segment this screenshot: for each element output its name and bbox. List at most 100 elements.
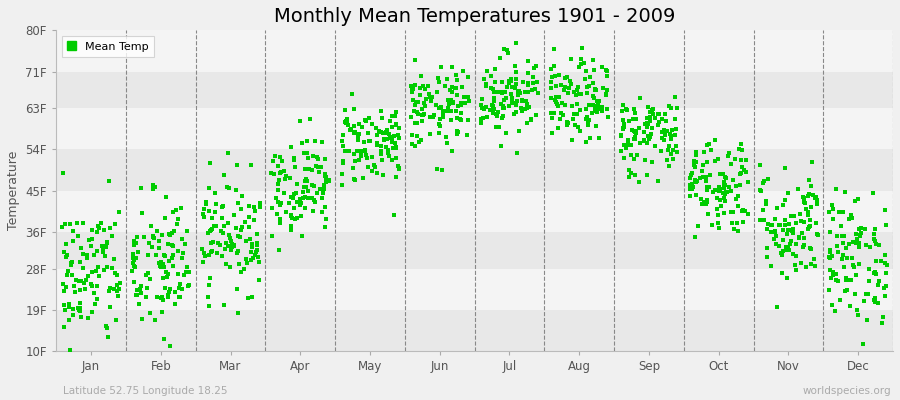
Point bbox=[139, 294, 153, 301]
Point bbox=[392, 166, 406, 172]
Point bbox=[662, 103, 677, 110]
Point bbox=[786, 251, 800, 258]
Point bbox=[620, 107, 634, 114]
Point bbox=[318, 204, 332, 210]
Point bbox=[573, 107, 588, 113]
Point bbox=[160, 274, 175, 281]
Point bbox=[705, 222, 719, 228]
Point bbox=[85, 269, 99, 275]
Point bbox=[434, 104, 448, 110]
Point bbox=[804, 204, 818, 210]
Point bbox=[389, 174, 403, 180]
Point bbox=[76, 265, 90, 272]
Point bbox=[99, 244, 113, 251]
Point bbox=[215, 203, 230, 210]
Point bbox=[176, 250, 190, 257]
Point bbox=[707, 158, 722, 165]
Point bbox=[219, 261, 233, 268]
Point bbox=[570, 87, 584, 93]
Point bbox=[698, 178, 713, 184]
Point bbox=[357, 139, 372, 145]
Point bbox=[588, 102, 602, 109]
Point bbox=[436, 108, 450, 114]
Point bbox=[688, 179, 703, 185]
Point bbox=[180, 264, 194, 271]
Point bbox=[244, 248, 258, 255]
Point bbox=[359, 152, 374, 158]
Point bbox=[227, 212, 241, 218]
Point bbox=[599, 68, 614, 74]
Point bbox=[842, 216, 856, 222]
Point bbox=[377, 136, 392, 142]
Point bbox=[717, 184, 732, 191]
Point bbox=[769, 240, 783, 247]
Point bbox=[129, 292, 143, 298]
Point bbox=[586, 93, 600, 99]
Point bbox=[839, 245, 853, 251]
Point bbox=[840, 275, 854, 282]
Point bbox=[424, 98, 438, 104]
Point bbox=[304, 194, 319, 201]
Point bbox=[768, 216, 782, 222]
Point bbox=[301, 187, 315, 194]
Point bbox=[547, 46, 562, 52]
Point bbox=[856, 341, 870, 348]
Point bbox=[346, 176, 361, 182]
Point bbox=[230, 200, 245, 206]
Point bbox=[520, 101, 535, 107]
Point bbox=[702, 184, 716, 190]
Point bbox=[381, 135, 395, 142]
Point bbox=[79, 252, 94, 258]
Point bbox=[496, 113, 510, 120]
Point bbox=[735, 206, 750, 213]
Point bbox=[719, 189, 733, 195]
Point bbox=[230, 286, 245, 292]
Point bbox=[97, 253, 112, 260]
Point bbox=[131, 301, 146, 307]
Point bbox=[760, 254, 774, 260]
Point bbox=[694, 196, 708, 202]
Point bbox=[663, 104, 678, 111]
Bar bbox=[56, 191, 893, 232]
Point bbox=[336, 142, 350, 149]
Point bbox=[786, 227, 800, 233]
Point bbox=[278, 208, 293, 215]
Point bbox=[389, 109, 403, 115]
Point bbox=[837, 233, 851, 239]
Point bbox=[840, 287, 854, 293]
Point bbox=[849, 240, 863, 246]
Point bbox=[782, 247, 796, 254]
Point bbox=[166, 209, 181, 215]
Point bbox=[657, 126, 671, 133]
Point bbox=[437, 83, 452, 89]
Point bbox=[521, 80, 535, 86]
Point bbox=[720, 153, 734, 160]
Point bbox=[444, 108, 458, 114]
Point bbox=[102, 178, 116, 184]
Point bbox=[654, 148, 669, 154]
Point bbox=[409, 99, 423, 105]
Point bbox=[157, 336, 171, 342]
Point bbox=[526, 79, 540, 86]
Point bbox=[716, 190, 730, 196]
Point bbox=[169, 220, 184, 227]
Point bbox=[830, 243, 844, 250]
Point bbox=[507, 111, 521, 117]
Point bbox=[58, 240, 73, 247]
Point bbox=[498, 89, 512, 96]
Point bbox=[450, 128, 464, 135]
Point bbox=[529, 63, 544, 70]
Point bbox=[87, 300, 102, 307]
Point bbox=[708, 187, 723, 194]
Point bbox=[641, 121, 655, 127]
Point bbox=[293, 202, 308, 208]
Point bbox=[586, 79, 600, 86]
Point bbox=[717, 180, 732, 187]
Point bbox=[454, 110, 469, 116]
Point bbox=[156, 297, 170, 303]
Point bbox=[616, 124, 631, 130]
Point bbox=[796, 199, 811, 205]
Point bbox=[389, 144, 403, 151]
Point bbox=[77, 286, 92, 292]
Point bbox=[850, 307, 864, 313]
